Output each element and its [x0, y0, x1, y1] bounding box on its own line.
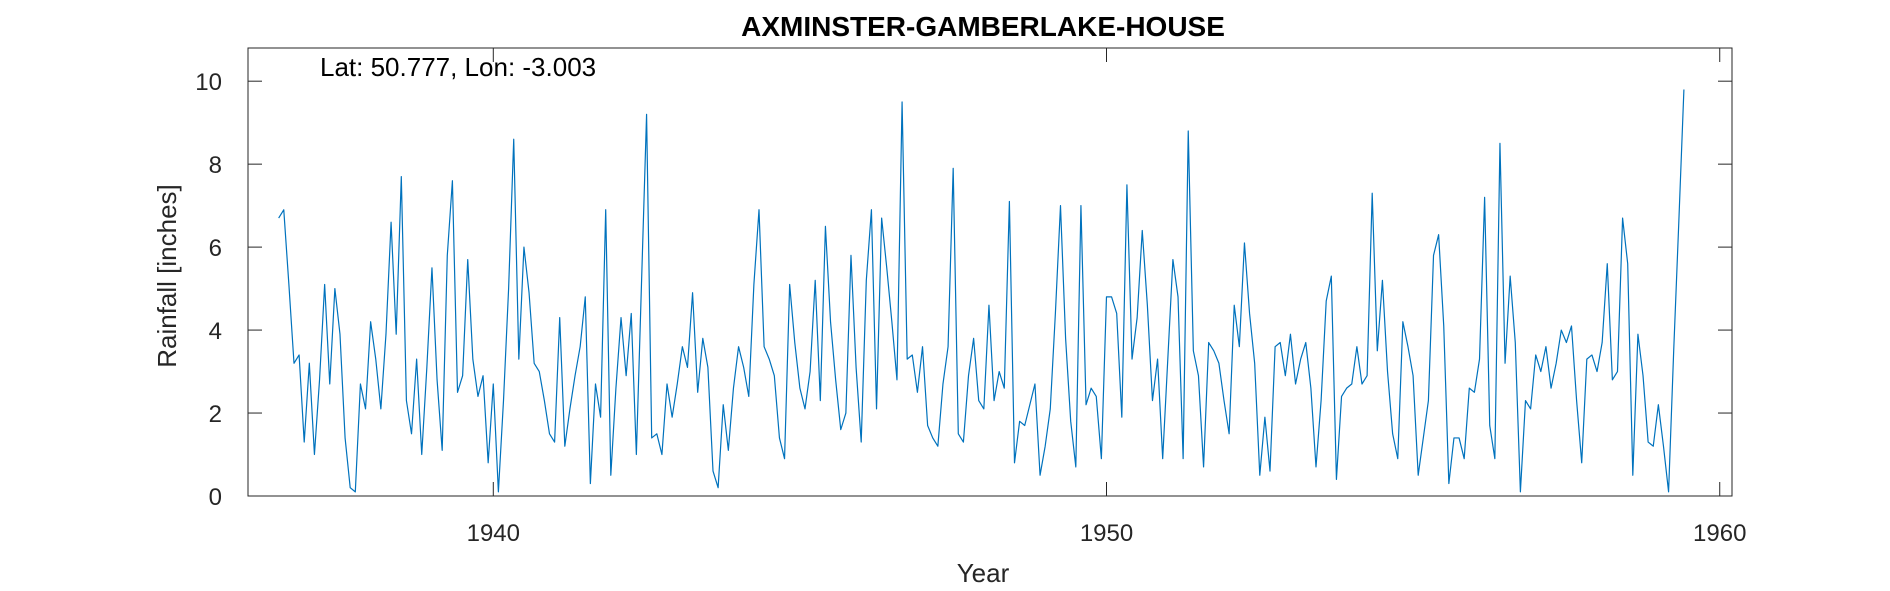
- x-tick-label: 1940: [467, 520, 520, 547]
- rainfall-series-line: [278, 89, 1685, 493]
- y-tick-label: 2: [209, 401, 222, 428]
- y-axis-label: Rainfall [inches]: [152, 184, 182, 368]
- x-axis-label: Year: [957, 558, 1010, 588]
- y-tick-label: 6: [209, 235, 222, 262]
- y-tick-label: 0: [209, 484, 222, 511]
- y-tick-label: 4: [209, 318, 222, 345]
- axes-box: [247, 47, 1733, 497]
- x-tick-label: 1960: [1693, 520, 1746, 547]
- axes: 1940 1950 1960 0 2 4 6 8 10: [195, 47, 1746, 547]
- y-tick-label: 8: [209, 152, 222, 179]
- x-tick-label: 1950: [1080, 520, 1133, 547]
- chart-title: AXMINSTER-GAMBERLAKE-HOUSE: [741, 11, 1225, 42]
- y-tick-label: 10: [195, 69, 222, 96]
- location-annotation: Lat: 50.777, Lon: -3.003: [320, 52, 596, 82]
